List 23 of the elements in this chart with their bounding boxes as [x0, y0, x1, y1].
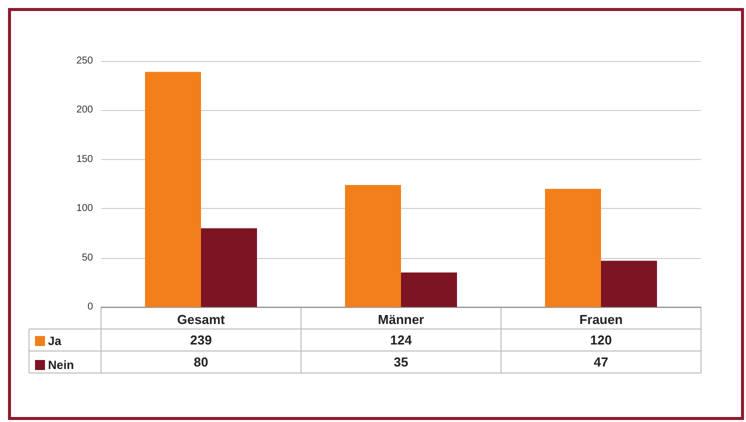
bar [201, 228, 257, 307]
y-tick-label: 50 [82, 252, 94, 264]
bar [545, 188, 601, 307]
x-tick-label: Frauen [579, 312, 623, 327]
bar [601, 260, 657, 307]
y-tick-label: 250 [76, 56, 94, 66]
bar [401, 272, 457, 307]
data-label: 239 [190, 332, 212, 348]
bar [345, 184, 401, 307]
bar [145, 72, 201, 307]
data-label: 35 [394, 354, 408, 370]
legend-label: Nein [48, 358, 74, 372]
y-tick-label: 0 [87, 302, 94, 312]
x-tick-label: Gesamt [177, 312, 226, 327]
y-tick-label: 150 [76, 154, 94, 165]
legend-label: Ja [48, 334, 62, 348]
x-tick-label: Männer [378, 312, 424, 327]
y-tick-label: 200 [76, 104, 94, 116]
data-label: 80 [194, 354, 208, 370]
y-tick-label: 100 [76, 203, 94, 214]
data-label: 124 [390, 332, 413, 348]
data-label: 47 [594, 354, 608, 370]
data-label: 120 [590, 332, 612, 348]
